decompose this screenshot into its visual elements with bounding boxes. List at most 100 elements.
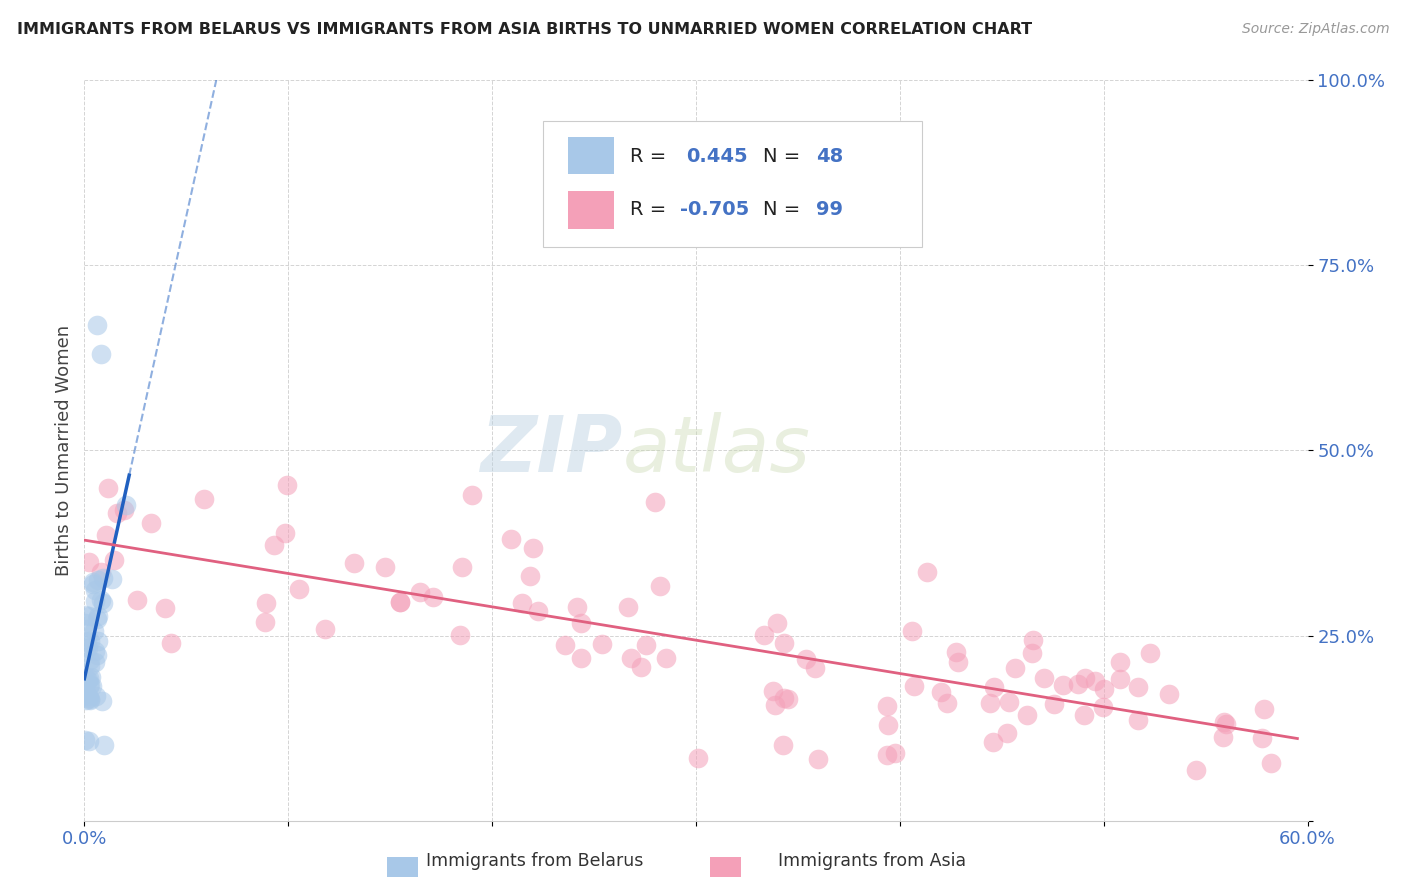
Text: Source: ZipAtlas.com: Source: ZipAtlas.com <box>1241 22 1389 37</box>
Point <box>1215 717 1237 731</box>
Point <box>763 698 786 713</box>
Point <box>115 498 138 512</box>
Point <box>998 695 1021 709</box>
Point <box>77 609 100 624</box>
Point <box>75 693 97 707</box>
Point <box>510 596 533 610</box>
Point <box>591 637 613 651</box>
Point <box>565 599 588 614</box>
Point <box>82 577 104 591</box>
Point <box>87 608 110 623</box>
Point <box>1052 677 1074 691</box>
Bar <box>568 136 614 175</box>
Point <box>77 673 100 687</box>
Point <box>75 681 97 696</box>
Point <box>79 653 101 667</box>
Point <box>75 672 97 686</box>
FancyBboxPatch shape <box>543 121 922 247</box>
Point <box>1126 713 1149 727</box>
Point <box>979 696 1001 710</box>
Point <box>79 679 101 693</box>
Point <box>83 655 105 669</box>
Point <box>274 525 297 540</box>
Point <box>80 670 103 684</box>
Point <box>409 584 432 599</box>
Point <box>153 600 176 615</box>
Point <box>1091 700 1114 714</box>
Point <box>82 575 104 590</box>
Point <box>752 628 775 642</box>
Text: R =: R = <box>630 201 666 219</box>
Text: R =: R = <box>630 147 666 166</box>
Point <box>422 590 444 604</box>
Point <box>80 679 103 693</box>
Point <box>90 593 112 607</box>
Point <box>1157 687 1180 701</box>
Point <box>1260 756 1282 770</box>
Point <box>314 622 336 636</box>
Point <box>1021 646 1043 660</box>
Point <box>125 593 148 607</box>
Point <box>93 738 115 752</box>
Point <box>461 488 484 502</box>
Point <box>794 651 817 665</box>
Text: ZIP: ZIP <box>481 412 623 489</box>
Point <box>644 495 666 509</box>
Point <box>946 655 969 669</box>
Point <box>103 553 125 567</box>
Point <box>263 538 285 552</box>
Point <box>75 616 97 631</box>
Text: Immigrants from Belarus: Immigrants from Belarus <box>426 852 643 870</box>
Point <box>1022 633 1045 648</box>
Point <box>84 594 107 608</box>
Point <box>87 634 110 648</box>
Point <box>1015 707 1038 722</box>
Point <box>648 579 671 593</box>
Point <box>105 506 128 520</box>
Point <box>79 734 101 748</box>
Point <box>1253 702 1275 716</box>
Point <box>1109 672 1132 686</box>
Point <box>91 570 114 584</box>
Point <box>981 735 1004 749</box>
Point <box>1033 671 1056 685</box>
Bar <box>568 191 614 229</box>
Point <box>1067 677 1090 691</box>
Point <box>389 595 412 609</box>
Text: N =: N = <box>763 147 800 166</box>
Point <box>449 628 471 642</box>
Point <box>83 624 105 639</box>
Point <box>1184 763 1206 777</box>
Point <box>772 738 794 752</box>
Point <box>75 622 97 636</box>
Point <box>79 659 101 673</box>
Point <box>343 556 366 570</box>
Point <box>79 693 101 707</box>
Point <box>620 651 643 665</box>
Point <box>936 696 959 710</box>
Point <box>807 752 830 766</box>
Point <box>254 596 277 610</box>
Point <box>79 634 101 648</box>
Point <box>76 635 98 649</box>
Point <box>499 532 522 546</box>
Point <box>86 318 108 332</box>
Point <box>1213 715 1236 730</box>
Point <box>1139 646 1161 660</box>
Text: 99: 99 <box>815 201 842 219</box>
Point <box>1043 698 1066 712</box>
Point <box>876 748 898 763</box>
Point <box>1212 730 1234 744</box>
Point <box>1004 660 1026 674</box>
Point <box>884 746 907 760</box>
Point <box>900 624 922 638</box>
Point <box>773 635 796 649</box>
Point <box>90 347 112 361</box>
Point <box>527 604 550 618</box>
Point <box>76 640 98 655</box>
Point <box>630 660 652 674</box>
Point <box>288 582 311 596</box>
Point <box>139 516 162 531</box>
Point <box>773 691 796 706</box>
Point <box>903 679 925 693</box>
